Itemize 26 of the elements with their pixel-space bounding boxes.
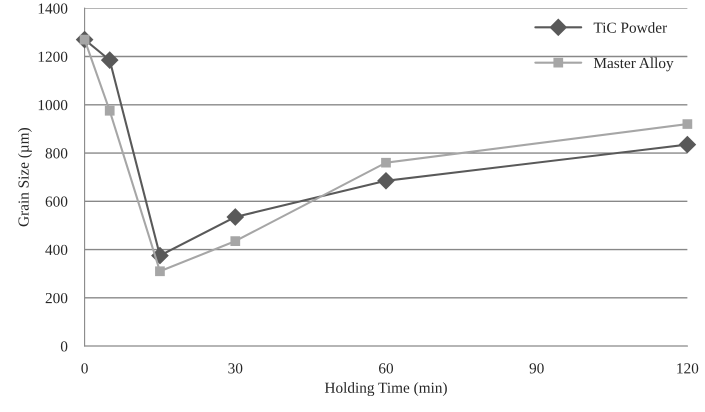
point (104, 106, 115, 116)
x-tick-label: 90 (530, 363, 544, 374)
point (682, 119, 692, 129)
y-tick-label: 400 (45, 244, 68, 256)
point (377, 172, 395, 190)
x-tick-label: 30 (228, 363, 242, 374)
y-tick-label: 1000 (38, 100, 68, 110)
point (101, 52, 118, 69)
x-tick-label: 120 (677, 363, 698, 374)
x-axis-title: Holding Time (min) (324, 382, 447, 396)
y-tick-label: 800 (46, 148, 68, 158)
point (381, 158, 391, 168)
point (678, 136, 696, 154)
legend-label: TiC Powder (594, 22, 668, 33)
x-tick-label: 0 (81, 363, 88, 374)
y-tick-label: 1200 (38, 52, 68, 62)
y-tick-label: 1400 (38, 3, 68, 14)
y-tick-label: 200 (46, 292, 68, 304)
y-tick-label: 600 (46, 196, 68, 207)
point (226, 208, 244, 226)
y-axis-title: Grain Size (µm) (18, 128, 32, 226)
x-tick-label: 60 (379, 363, 394, 374)
point (230, 236, 240, 246)
point (155, 266, 165, 276)
y-tick-label: 0 (60, 341, 68, 352)
legend-label: Master Alloy (594, 57, 674, 72)
